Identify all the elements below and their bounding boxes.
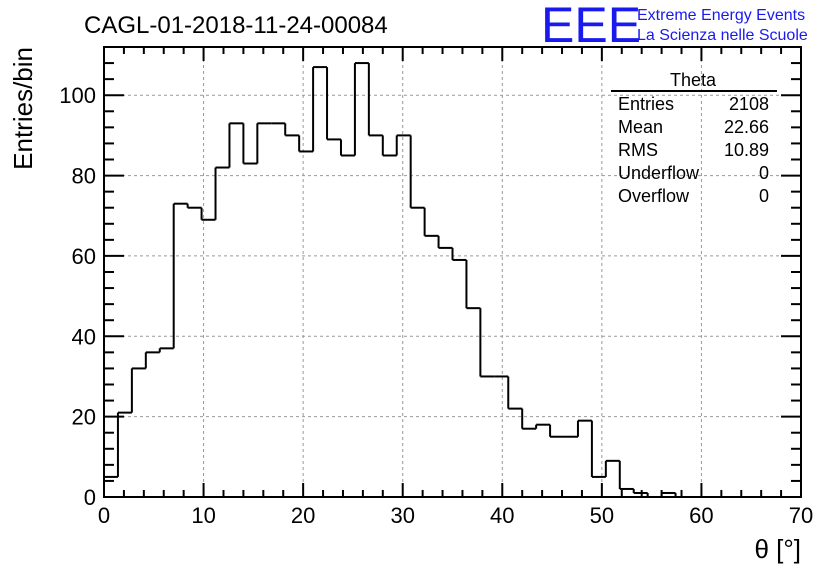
stats-row: Overflow 0 <box>618 186 769 206</box>
x-tick-label: 10 <box>191 503 215 528</box>
histogram-bin <box>423 207 439 237</box>
histogram-bin <box>479 308 495 378</box>
histogram-bin <box>590 420 606 478</box>
y-axis-ticks: 0 20 40 60 80 100 <box>59 46 801 510</box>
histogram-bin <box>200 207 216 221</box>
y-tick-label: 60 <box>72 244 96 269</box>
histogram-bin <box>507 376 523 410</box>
histogram-bin <box>535 423 551 429</box>
histogram-bin <box>451 247 467 261</box>
x-axis-title: θ [°] <box>754 534 801 564</box>
histogram-bin <box>437 235 453 249</box>
stats-row-value: 2108 <box>729 94 769 114</box>
stats-row-label: Underflow <box>618 163 700 183</box>
y-axis-title: Entries/bin <box>8 47 38 170</box>
histogram-bin <box>214 166 230 220</box>
histogram-bin <box>604 459 620 477</box>
histogram-bin <box>130 367 146 413</box>
chart-title: CAGL-01-2018-11-24-00084 <box>84 12 388 39</box>
grid-lines <box>104 47 801 497</box>
x-axis-ticks: 0 10 20 30 40 50 60 70 <box>98 47 813 528</box>
histogram-bin <box>116 411 132 477</box>
histogram-bin <box>312 66 328 152</box>
histogram-bin <box>549 424 565 438</box>
stats-row: Mean 22.66 <box>618 117 769 137</box>
stats-title: Theta <box>670 70 717 90</box>
plot-border <box>103 46 802 498</box>
histogram-bin <box>242 123 258 165</box>
histogram-bin <box>618 460 634 490</box>
y-tick-label: 40 <box>72 324 96 349</box>
eee-logo: EEE Extreme Energy Events La Scienza nel… <box>541 0 808 53</box>
y-tick-label: 80 <box>72 164 96 189</box>
stats-row: Entries 2108 <box>618 94 769 114</box>
histogram-bin <box>172 202 188 349</box>
stats-row: Underflow 0 <box>618 163 769 183</box>
x-tick-label: 0 <box>98 503 110 528</box>
histogram-bin <box>521 408 537 430</box>
histogram-bin <box>465 259 481 310</box>
histogram-bin <box>298 135 314 153</box>
y-tick-label: 20 <box>72 405 96 430</box>
stats-row-value: 0 <box>759 186 769 206</box>
stats-row: RMS 10.89 <box>618 140 769 160</box>
stats-row-value: 0 <box>759 163 769 183</box>
x-tick-label: 50 <box>590 503 614 528</box>
stats-row-label: Entries <box>618 94 674 114</box>
stats-row-label: Mean <box>618 117 663 137</box>
histogram-bin <box>186 203 202 209</box>
histogram-bin <box>576 419 592 437</box>
histogram-bin <box>409 135 425 209</box>
histogram-bin <box>284 123 300 137</box>
plot-frame <box>103 46 802 498</box>
x-tick-label: 70 <box>789 503 813 528</box>
stats-box: Theta Entries 2108 Mean 22.66 RMS 10.89 Underf… <box>611 70 777 206</box>
histogram-bin <box>326 67 341 141</box>
logo-line-1: Extreme Energy Events <box>637 7 805 24</box>
histogram-bin <box>367 63 383 137</box>
x-tick-label: 40 <box>490 503 514 528</box>
histogram-series <box>103 62 801 498</box>
stats-row-value: 22.66 <box>724 117 769 137</box>
stats-row-label: RMS <box>618 140 658 160</box>
stats-row-value: 10.89 <box>724 140 769 160</box>
histogram-bin <box>353 62 369 156</box>
histogram-bin <box>395 134 411 156</box>
histogram-bin <box>339 139 355 157</box>
histogram-bin <box>256 122 272 164</box>
x-tick-label: 30 <box>390 503 414 528</box>
x-tick-label: 20 <box>291 503 315 528</box>
logo-mark: EEE <box>541 0 641 53</box>
histogram-bin <box>103 475 118 497</box>
histogram-bin <box>144 351 160 369</box>
stats-row-label: Overflow <box>618 186 690 206</box>
histogram-bin <box>158 347 174 353</box>
logo-line-2: La Scienza nelle Scuole <box>637 27 808 44</box>
y-tick-label: 0 <box>84 485 96 510</box>
histogram-bin <box>228 122 244 168</box>
x-tick-label: 60 <box>689 503 713 528</box>
y-tick-label: 100 <box>59 83 96 108</box>
histogram-bin <box>381 135 397 157</box>
